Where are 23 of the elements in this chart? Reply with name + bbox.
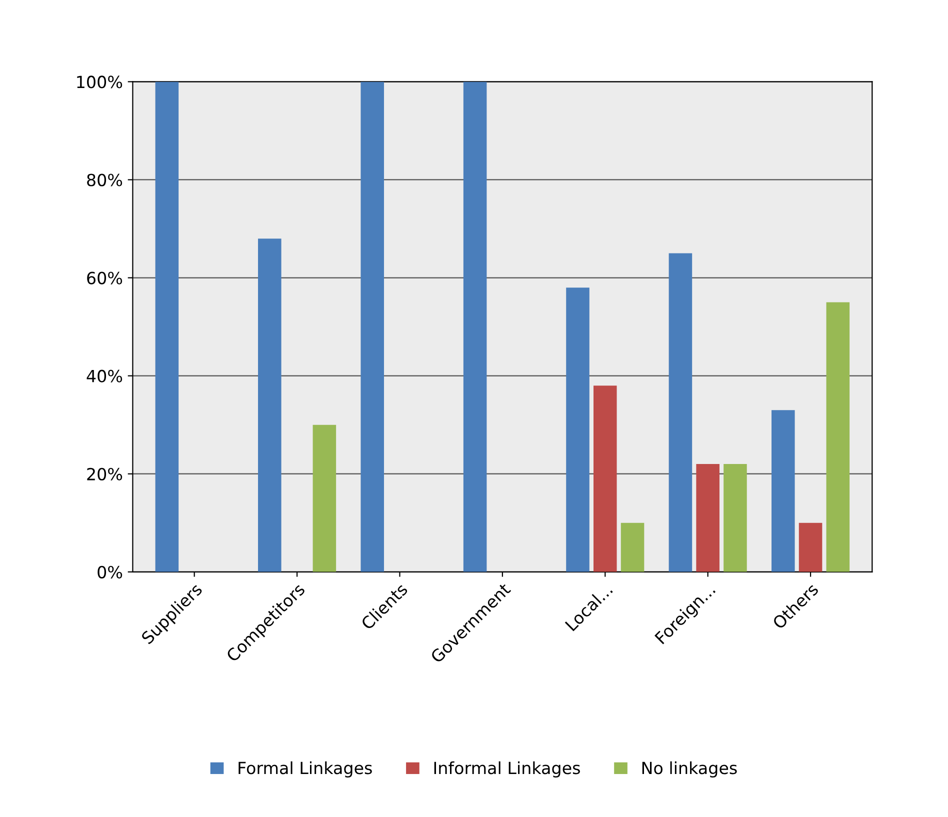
bar — [798, 522, 822, 572]
bar — [620, 522, 644, 572]
bar — [594, 386, 617, 572]
bar — [724, 464, 747, 572]
bar — [463, 82, 487, 572]
bar — [566, 288, 590, 572]
bar — [312, 424, 336, 572]
bar — [696, 464, 720, 572]
legend-label: No linkages — [642, 761, 737, 778]
y-tick-label: 20% — [87, 468, 122, 480]
y-tick-label: 100% — [77, 76, 122, 88]
bar — [772, 410, 795, 572]
y-tick-label: 80% — [87, 174, 122, 186]
legend-label: Informal Linkages — [434, 761, 580, 778]
bar — [360, 82, 384, 572]
legend-label: Formal Linkages — [238, 761, 372, 778]
y-tick-label: 60% — [87, 272, 122, 284]
bar — [668, 253, 692, 572]
y-tick-label: 40% — [86, 370, 122, 382]
bar — [258, 238, 282, 572]
bar — [155, 82, 179, 572]
bar — [826, 302, 850, 572]
y-tick-label: 0% — [98, 566, 122, 578]
